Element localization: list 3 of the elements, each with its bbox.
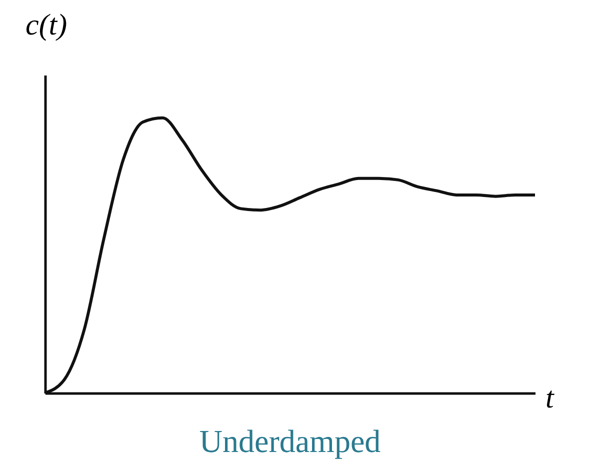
y-axis-title: c(t): [26, 8, 68, 42]
text: Underdamped: [199, 423, 381, 459]
x-axis-title: t: [546, 382, 554, 414]
